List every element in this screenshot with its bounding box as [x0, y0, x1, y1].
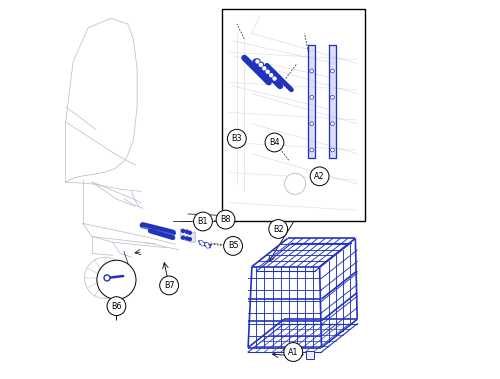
- Circle shape: [330, 96, 334, 99]
- Circle shape: [269, 219, 287, 238]
- Bar: [306, 351, 314, 359]
- Circle shape: [310, 69, 314, 73]
- Text: B7: B7: [164, 281, 174, 290]
- Circle shape: [194, 212, 212, 231]
- Circle shape: [330, 69, 334, 73]
- Circle shape: [216, 210, 235, 229]
- Text: B4: B4: [269, 138, 280, 147]
- Circle shape: [310, 96, 314, 99]
- Circle shape: [224, 236, 242, 255]
- Bar: [222, 9, 364, 221]
- Circle shape: [272, 76, 277, 81]
- Circle shape: [258, 62, 264, 67]
- Circle shape: [102, 274, 108, 281]
- Circle shape: [255, 59, 260, 64]
- Circle shape: [186, 230, 188, 233]
- Circle shape: [266, 70, 269, 73]
- Text: B1: B1: [198, 217, 208, 226]
- Circle shape: [330, 122, 334, 125]
- Circle shape: [265, 69, 270, 74]
- Circle shape: [262, 66, 267, 71]
- Circle shape: [310, 122, 314, 125]
- Text: B8: B8: [220, 215, 231, 224]
- Text: B3: B3: [232, 134, 242, 143]
- Circle shape: [97, 260, 136, 299]
- Circle shape: [268, 72, 274, 78]
- Circle shape: [182, 229, 184, 232]
- Circle shape: [207, 245, 209, 247]
- Text: A2: A2: [314, 172, 325, 181]
- Circle shape: [284, 343, 302, 362]
- Text: B5: B5: [228, 241, 238, 251]
- Circle shape: [200, 241, 202, 244]
- Circle shape: [330, 148, 334, 152]
- Polygon shape: [180, 229, 196, 242]
- Circle shape: [310, 148, 314, 152]
- Circle shape: [265, 133, 284, 152]
- Circle shape: [273, 77, 276, 80]
- Text: →: →: [296, 350, 304, 359]
- Polygon shape: [308, 45, 315, 158]
- Polygon shape: [329, 45, 336, 158]
- Circle shape: [256, 60, 259, 63]
- Circle shape: [104, 275, 110, 281]
- Circle shape: [270, 74, 272, 77]
- Circle shape: [84, 257, 126, 299]
- Text: A1: A1: [288, 348, 298, 357]
- Circle shape: [205, 243, 208, 246]
- Text: B2: B2: [273, 224, 283, 233]
- Circle shape: [206, 245, 210, 248]
- Circle shape: [188, 238, 192, 241]
- Circle shape: [200, 241, 202, 243]
- Circle shape: [228, 129, 246, 148]
- Circle shape: [188, 231, 192, 234]
- Circle shape: [284, 173, 306, 194]
- Circle shape: [182, 236, 184, 239]
- Circle shape: [263, 67, 266, 70]
- Circle shape: [310, 167, 329, 186]
- Circle shape: [201, 243, 204, 246]
- Circle shape: [206, 243, 208, 245]
- Text: B6: B6: [111, 302, 122, 311]
- Circle shape: [202, 243, 203, 245]
- Circle shape: [160, 276, 178, 295]
- Circle shape: [260, 63, 262, 66]
- Circle shape: [186, 237, 188, 240]
- Circle shape: [107, 297, 126, 316]
